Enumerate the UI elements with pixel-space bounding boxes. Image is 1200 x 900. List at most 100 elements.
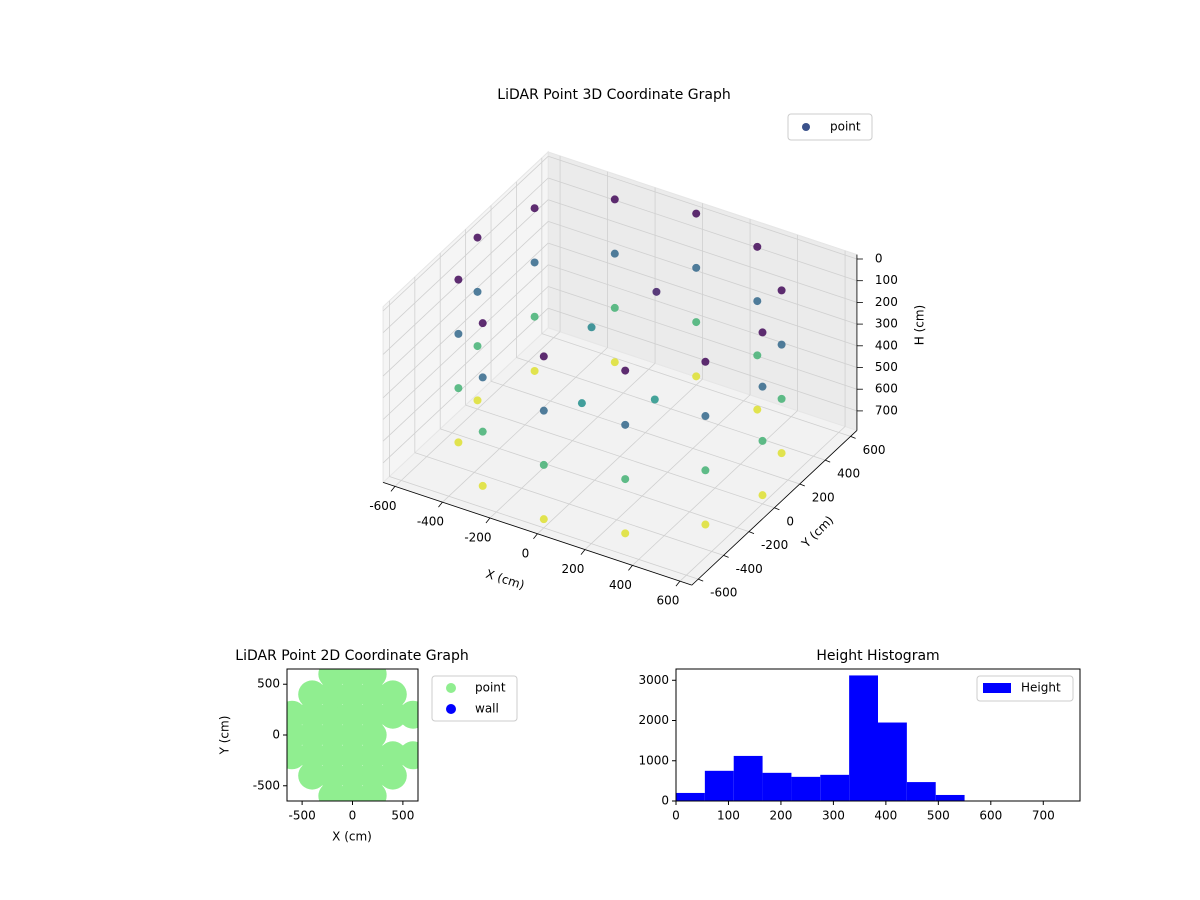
tick-mark xyxy=(390,486,396,492)
point xyxy=(758,436,767,445)
legend-marker xyxy=(446,683,456,693)
point xyxy=(338,700,367,729)
point xyxy=(318,721,347,749)
point xyxy=(358,761,387,790)
y-tick-label: 0 xyxy=(786,514,794,528)
point xyxy=(621,366,630,375)
point xyxy=(701,357,710,366)
tick-mark xyxy=(698,578,704,582)
y-tick-label: 0 xyxy=(661,794,669,808)
point xyxy=(650,395,659,404)
grid-line xyxy=(382,156,549,312)
legend-marker xyxy=(802,123,810,131)
grid-line xyxy=(440,428,750,532)
chart-title: LiDAR Point 3D Coordinate Graph xyxy=(497,87,730,103)
tick-mark xyxy=(438,501,443,508)
y-tick-label: 500 xyxy=(257,677,280,691)
x-tick-label: 100 xyxy=(717,809,740,823)
grid-line xyxy=(382,264,549,420)
point xyxy=(378,680,407,709)
bar xyxy=(820,774,850,801)
y-tick-label: -400 xyxy=(736,562,763,576)
x-tick-label: 400 xyxy=(874,809,897,823)
point xyxy=(621,420,630,429)
tick-mark xyxy=(799,483,805,487)
point xyxy=(530,258,539,267)
point xyxy=(610,358,619,367)
grid-line xyxy=(389,476,699,580)
tick-mark xyxy=(825,459,831,463)
z-tick-label: 0 xyxy=(875,252,883,266)
tick-mark xyxy=(533,533,538,540)
point xyxy=(610,303,619,312)
legend-marker xyxy=(446,704,456,714)
tick-mark xyxy=(580,549,586,555)
grid-line xyxy=(382,307,549,464)
bar xyxy=(704,770,734,801)
grid-line xyxy=(548,286,858,390)
grid-line xyxy=(382,286,549,442)
z-tick-label: 100 xyxy=(875,273,898,287)
point xyxy=(539,460,548,469)
point xyxy=(777,340,786,349)
legend-box xyxy=(431,675,518,722)
x-tick-label: 500 xyxy=(391,809,414,823)
bar xyxy=(676,792,705,801)
point xyxy=(454,275,463,284)
x-tick-label: 700 xyxy=(1032,809,1055,823)
tick-mark xyxy=(675,580,681,587)
x-tick-label: -600 xyxy=(369,499,396,513)
x-axis-label: X (cm) xyxy=(332,830,372,844)
y-tick-label: 400 xyxy=(837,467,860,481)
grid-line xyxy=(548,177,858,282)
grid-line xyxy=(548,199,858,303)
point xyxy=(338,680,367,709)
grid-line xyxy=(548,221,858,325)
point xyxy=(758,491,767,500)
grid-line xyxy=(548,242,858,347)
point xyxy=(473,396,482,405)
legend-box xyxy=(976,675,1074,702)
point xyxy=(298,761,327,790)
tick-mark xyxy=(485,517,491,524)
x-tick-label: 600 xyxy=(656,594,679,608)
point xyxy=(378,741,407,770)
point xyxy=(473,342,482,351)
point xyxy=(378,761,407,790)
point xyxy=(378,700,407,729)
z-tick-label: 300 xyxy=(875,317,898,331)
tick-mark xyxy=(774,507,780,511)
bar xyxy=(849,675,878,801)
point xyxy=(454,438,463,447)
x-tick-label: 400 xyxy=(609,578,632,592)
grid-line xyxy=(490,380,800,485)
point xyxy=(318,761,347,790)
grid-line xyxy=(548,264,858,368)
z-tick-label: 600 xyxy=(875,382,898,396)
point xyxy=(318,741,347,770)
grid-line xyxy=(382,221,549,377)
point xyxy=(587,323,596,332)
point xyxy=(338,741,367,770)
grid-line xyxy=(465,404,775,509)
point xyxy=(398,741,418,770)
chart-title: LiDAR Point 2D Coordinate Graph xyxy=(235,648,468,664)
axis-line xyxy=(691,430,858,586)
x-tick-label: -200 xyxy=(464,530,491,544)
legend-label: Height xyxy=(1021,681,1061,695)
point xyxy=(621,529,630,538)
point xyxy=(692,318,701,327)
chart-title: Height Histogram xyxy=(816,648,939,664)
point xyxy=(473,233,482,242)
point xyxy=(358,700,387,729)
tick-mark xyxy=(628,565,633,571)
legend-label: point xyxy=(830,120,861,134)
point xyxy=(577,399,586,408)
point xyxy=(692,209,701,218)
z-tick-label: 700 xyxy=(875,403,898,417)
point xyxy=(478,481,487,490)
x-tick-label: 600 xyxy=(979,809,1002,823)
grid-line xyxy=(548,155,858,260)
axis-line xyxy=(382,482,692,586)
